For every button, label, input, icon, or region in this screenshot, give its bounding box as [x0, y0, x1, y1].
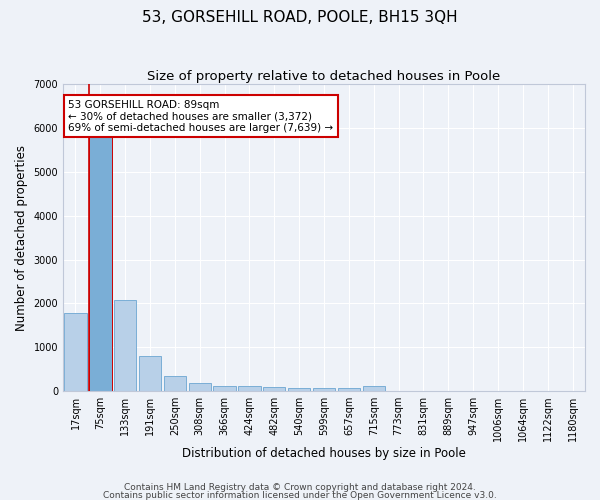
Bar [89, 136, 112, 391]
Bar [139, 356, 161, 391]
Text: Contains HM Land Registry data © Crown copyright and database right 2024.: Contains HM Land Registry data © Crown c… [124, 484, 476, 492]
Bar [64, 313, 86, 391]
Bar [313, 388, 335, 391]
Bar [238, 386, 260, 391]
X-axis label: Distribution of detached houses by size in Poole: Distribution of detached houses by size … [182, 447, 466, 460]
Bar [288, 388, 310, 391]
Bar [362, 386, 385, 391]
Y-axis label: Number of detached properties: Number of detached properties [15, 144, 28, 330]
Bar [164, 376, 186, 391]
Bar [338, 388, 360, 391]
Bar [188, 383, 211, 391]
Text: 53, GORSEHILL ROAD, POOLE, BH15 3QH: 53, GORSEHILL ROAD, POOLE, BH15 3QH [142, 10, 458, 25]
Bar [214, 386, 236, 391]
Text: Contains public sector information licensed under the Open Government Licence v3: Contains public sector information licen… [103, 490, 497, 500]
Text: 53 GORSEHILL ROAD: 89sqm
← 30% of detached houses are smaller (3,372)
69% of sem: 53 GORSEHILL ROAD: 89sqm ← 30% of detach… [68, 100, 334, 132]
Bar [263, 387, 286, 391]
Bar [114, 300, 136, 391]
Title: Size of property relative to detached houses in Poole: Size of property relative to detached ho… [148, 70, 500, 83]
